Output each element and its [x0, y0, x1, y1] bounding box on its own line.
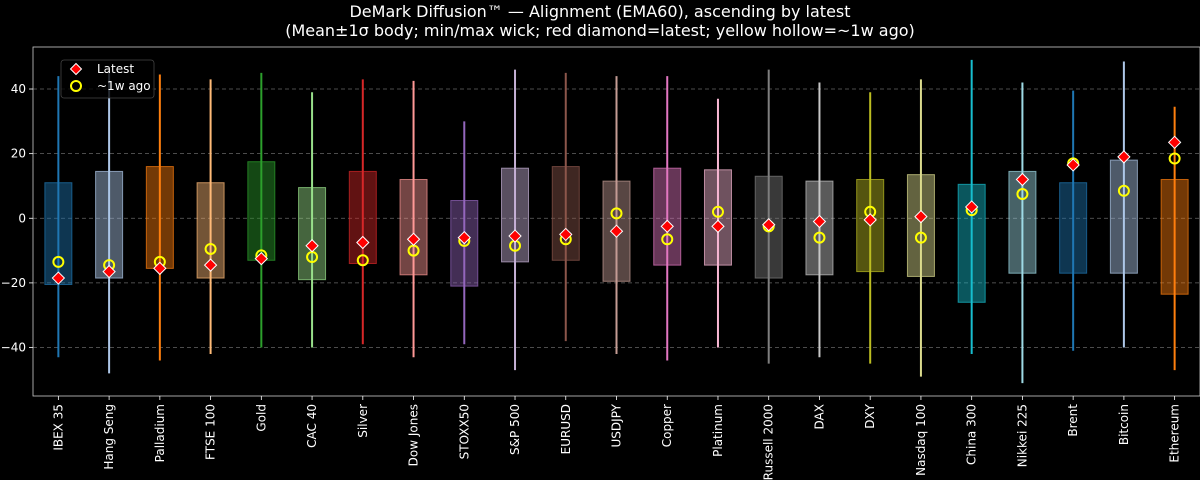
x-tick-label: FTSE 100 — [204, 404, 218, 460]
latest-marker — [1117, 150, 1131, 164]
week-ago-marker — [1117, 184, 1130, 197]
box-body — [298, 187, 327, 281]
x-tick-label: Dow Jones — [407, 404, 421, 466]
latest-marker — [609, 224, 624, 238]
week-ago-marker — [1168, 152, 1181, 165]
x-tick-label: DAX — [812, 404, 826, 429]
x-tick-label: Russell 2000 — [762, 404, 776, 480]
x-tick-label: USDJPY — [610, 403, 624, 447]
x-tick-label: EURUSD — [559, 404, 573, 454]
week-ago-marker — [204, 242, 217, 255]
week-ago-marker — [610, 207, 623, 220]
x-tick-label: Platinum — [711, 404, 725, 457]
x-tick-label: China 300 — [965, 404, 979, 465]
y-tick-label: 40 — [11, 82, 26, 96]
legend-box — [60, 59, 155, 99]
week-ago-marker — [661, 233, 674, 246]
x-tick-label: DXY — [863, 403, 877, 428]
latest-marker — [914, 209, 928, 224]
box-body — [551, 166, 580, 261]
week-ago-marker — [914, 231, 927, 244]
latest-marker — [1066, 158, 1080, 172]
legend: Latest ~1w ago — [60, 59, 155, 99]
latest-marker — [508, 229, 522, 243]
legend-weekago-label: ~1w ago — [97, 79, 151, 93]
latest-marker — [305, 239, 319, 253]
box-body — [95, 170, 124, 279]
x-tick-label: Hang Seng — [102, 404, 116, 470]
box-body — [1008, 170, 1037, 274]
box-body — [1059, 182, 1088, 274]
latest-marker — [762, 218, 776, 232]
box-series — [44, 59, 1189, 384]
latest-marker — [406, 232, 421, 246]
latest-marker — [559, 227, 573, 242]
latest-marker — [457, 230, 471, 245]
x-tick-label: Nikkei 225 — [1015, 404, 1029, 467]
chart-subtitle-line: (Mean±1σ body; min/max wick; red diamond… — [285, 21, 915, 40]
week-ago-marker — [711, 205, 724, 218]
chart-title: DeMark Diffusion™ — Alignment (EMA60), a… — [0, 2, 1200, 40]
box-body — [399, 178, 428, 276]
latest-marker — [102, 264, 116, 279]
y-tick-label: 20 — [11, 147, 26, 161]
legend-latest-label: Latest — [97, 62, 134, 76]
box-body — [1109, 159, 1138, 274]
chart-title-line: DeMark Diffusion™ — Alignment (EMA60), a… — [349, 2, 851, 21]
x-tick-label: Gold — [254, 404, 268, 432]
y-tick-label: 0 — [18, 211, 26, 225]
latest-marker — [660, 219, 674, 234]
box-body — [906, 174, 935, 277]
x-tick-label: Palladium — [153, 404, 167, 462]
y-axis: −40 −20 0 20 40 — [1, 82, 33, 355]
x-tick-label: Copper — [660, 404, 674, 447]
y-tick-label: −20 — [1, 276, 26, 290]
box-body — [44, 182, 73, 286]
x-tick-label: Nasdaq 100 — [914, 404, 928, 476]
latest-marker — [356, 235, 370, 250]
latest-marker — [51, 271, 66, 285]
week-ago-marker — [1016, 188, 1029, 201]
box-body — [348, 170, 377, 265]
box-body — [145, 166, 174, 269]
x-tick-label: Bitcoin — [1117, 404, 1131, 445]
latest-marker — [254, 251, 269, 266]
box-body — [653, 167, 682, 266]
x-tick-label: STOXX50 — [457, 404, 471, 459]
x-tick-label: Brent — [1066, 404, 1080, 437]
x-tick-label: S&P 500 — [508, 404, 522, 455]
x-axis: IBEX 35 Hang Seng Palladium FTSE 100 Gold CAC… — [51, 396, 1182, 480]
week-ago-marker — [813, 231, 826, 244]
box-body — [501, 167, 530, 263]
x-tick-label: IBEX 35 — [51, 404, 65, 451]
legend-latest-marker — [69, 62, 83, 76]
latest-marker — [964, 200, 979, 214]
x-tick-label: CAC 40 — [305, 404, 319, 448]
latest-marker — [863, 213, 877, 227]
x-tick-label: Silver — [356, 404, 370, 438]
y-tick-label: −40 — [1, 341, 26, 355]
latest-marker — [812, 214, 827, 229]
marker-series — [51, 135, 1182, 285]
latest-marker — [1015, 172, 1030, 187]
week-ago-marker — [52, 255, 65, 268]
latest-marker — [203, 258, 218, 272]
box-body — [1160, 178, 1189, 295]
latest-marker — [153, 261, 167, 276]
latest-marker — [711, 219, 725, 234]
legend-weekago-marker — [70, 80, 82, 92]
box-body — [247, 161, 276, 261]
week-ago-marker — [356, 254, 369, 267]
box-body — [805, 180, 834, 276]
x-tick-label: Ethereum — [1168, 404, 1182, 463]
latest-marker — [1167, 135, 1182, 150]
